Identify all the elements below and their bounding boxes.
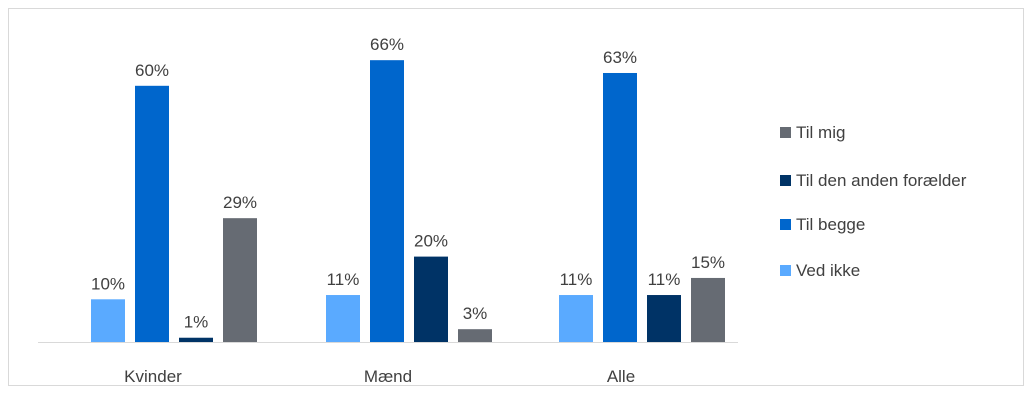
legend-swatch: [780, 127, 791, 138]
data-label: 1%: [184, 313, 209, 332]
data-label: 66%: [370, 35, 404, 54]
legend-swatch: [780, 219, 791, 230]
legend-label: Ved ikke: [796, 261, 860, 280]
x-tick-label: Mænd: [364, 367, 412, 386]
bar-til-den-anden-forælder-mænd: [414, 256, 448, 342]
bar-ved-ikke-kvinder: [91, 299, 125, 342]
data-label: 63%: [603, 48, 637, 67]
legend-label: Til mig: [796, 123, 845, 142]
x-tick-label: Alle: [607, 367, 635, 386]
bar-til-mig-mænd: [458, 329, 492, 342]
data-label: 11%: [560, 270, 593, 289]
data-label: 10%: [91, 274, 125, 293]
legend-label: Til begge: [796, 215, 865, 234]
data-label: 29%: [223, 193, 257, 212]
legend-swatch: [780, 175, 791, 186]
bar-til-begge-kvinder: [135, 85, 169, 343]
data-label: 20%: [414, 232, 448, 251]
bar-til-mig-alle: [691, 277, 725, 342]
bar-til-mig-kvinder: [223, 218, 257, 342]
data-label: 15%: [691, 253, 725, 272]
legend-swatch: [780, 265, 791, 276]
x-tick-label: Kvinder: [124, 367, 182, 386]
data-label: 3%: [463, 304, 488, 323]
bar-til-begge-alle: [603, 72, 637, 343]
data-label: 60%: [135, 61, 169, 80]
bar-til-den-anden-forælder-alle: [647, 295, 681, 342]
data-label: 11%: [327, 270, 360, 289]
legend-label: Til den anden forælder: [796, 171, 967, 190]
bar-ved-ikke-mænd: [326, 295, 360, 342]
chart-frame: [8, 8, 1024, 386]
bar-ved-ikke-alle: [559, 295, 593, 342]
bar-til-begge-mænd: [370, 60, 404, 343]
bar-til-den-anden-forælder-kvinder: [179, 337, 213, 342]
data-label: 11%: [648, 270, 681, 289]
